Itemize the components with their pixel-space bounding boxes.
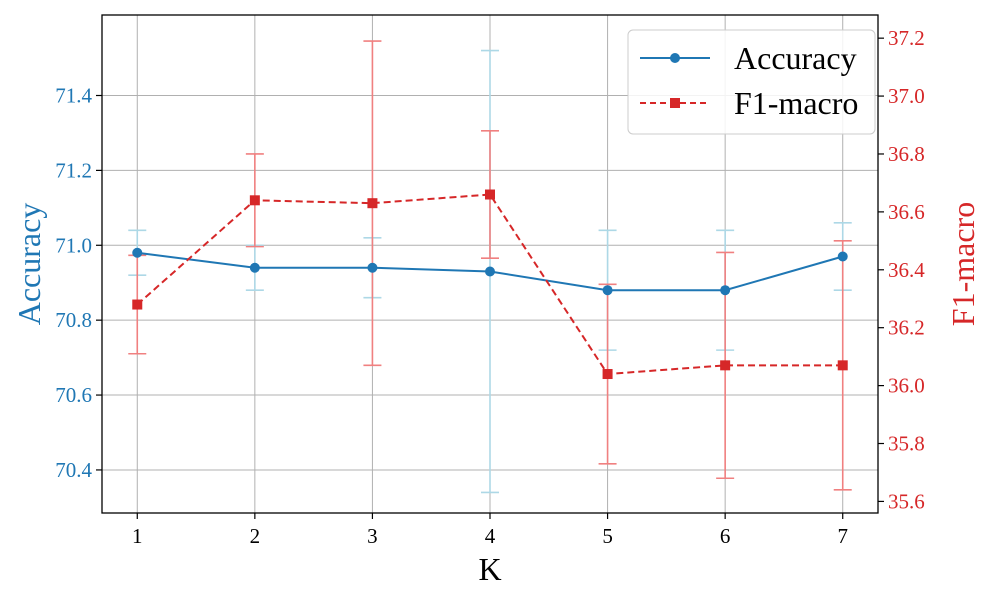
accuracy-point	[720, 285, 731, 296]
x-tick-label: 3	[367, 524, 378, 548]
x-tick-label: 7	[837, 524, 848, 548]
y-right-tick-label: 35.8	[888, 432, 925, 456]
x-tick-label: 4	[485, 524, 496, 548]
f1-macro-point	[485, 189, 495, 200]
x-tick-label: 6	[720, 524, 731, 548]
accuracy-point	[132, 247, 143, 258]
y-left-tick-label: 70.8	[55, 308, 92, 332]
y-right-tick-label: 36.6	[888, 200, 925, 224]
legend-marker-f1-macro	[670, 98, 680, 108]
legend: Accuracy F1-macro	[627, 29, 876, 135]
legend-label-accuracy: Accuracy	[734, 40, 857, 76]
y-right-tick-label: 35.6	[888, 489, 925, 513]
legend-marker-accuracy	[670, 53, 680, 63]
x-axis-label: K	[478, 551, 501, 587]
y-right-tick-label: 36.4	[888, 258, 925, 282]
f1-macro-point	[132, 299, 143, 310]
y-right-tick-label: 36.8	[888, 142, 925, 166]
accuracy-point	[602, 285, 613, 296]
f1-macro-point	[837, 360, 848, 371]
y-left-tick-label: 71.0	[55, 233, 92, 257]
y-axis-left-label: Accuracy	[11, 203, 47, 326]
f1-macro-point	[602, 369, 613, 380]
x-tick-label: 5	[602, 524, 613, 548]
y-right-tick-label: 36.0	[888, 374, 925, 398]
x-tick-label: 2	[250, 524, 261, 548]
f1-macro-point	[367, 198, 378, 209]
legend-label-f1-macro: F1-macro	[734, 85, 858, 121]
f1-macro-point	[720, 360, 731, 371]
accuracy-point	[837, 251, 848, 262]
y-left-tick-label: 71.4	[55, 84, 92, 108]
accuracy-point	[485, 266, 495, 277]
axis-ticks: 1 2 3 4 5 6 7 70.4 70.6 70.8 71.0 71.2 71.4 35.6 35.8 3…	[55, 26, 925, 548]
legend-box	[627, 29, 876, 135]
y-right-tick-label: 36.2	[888, 316, 925, 340]
accuracy-point	[367, 262, 378, 273]
f1-macro-point	[249, 195, 260, 206]
y-right-tick-label: 37.2	[888, 26, 925, 50]
y-left-tick-label: 70.4	[55, 458, 92, 482]
accuracy-point	[249, 262, 260, 273]
y-axis-right-label: F1-macro	[945, 202, 981, 326]
x-tick-label: 1	[132, 524, 143, 548]
y-right-tick-label: 37.0	[888, 84, 925, 108]
y-left-tick-label: 70.6	[55, 383, 92, 407]
y-left-tick-label: 71.2	[55, 158, 92, 182]
series-markers	[132, 189, 848, 380]
